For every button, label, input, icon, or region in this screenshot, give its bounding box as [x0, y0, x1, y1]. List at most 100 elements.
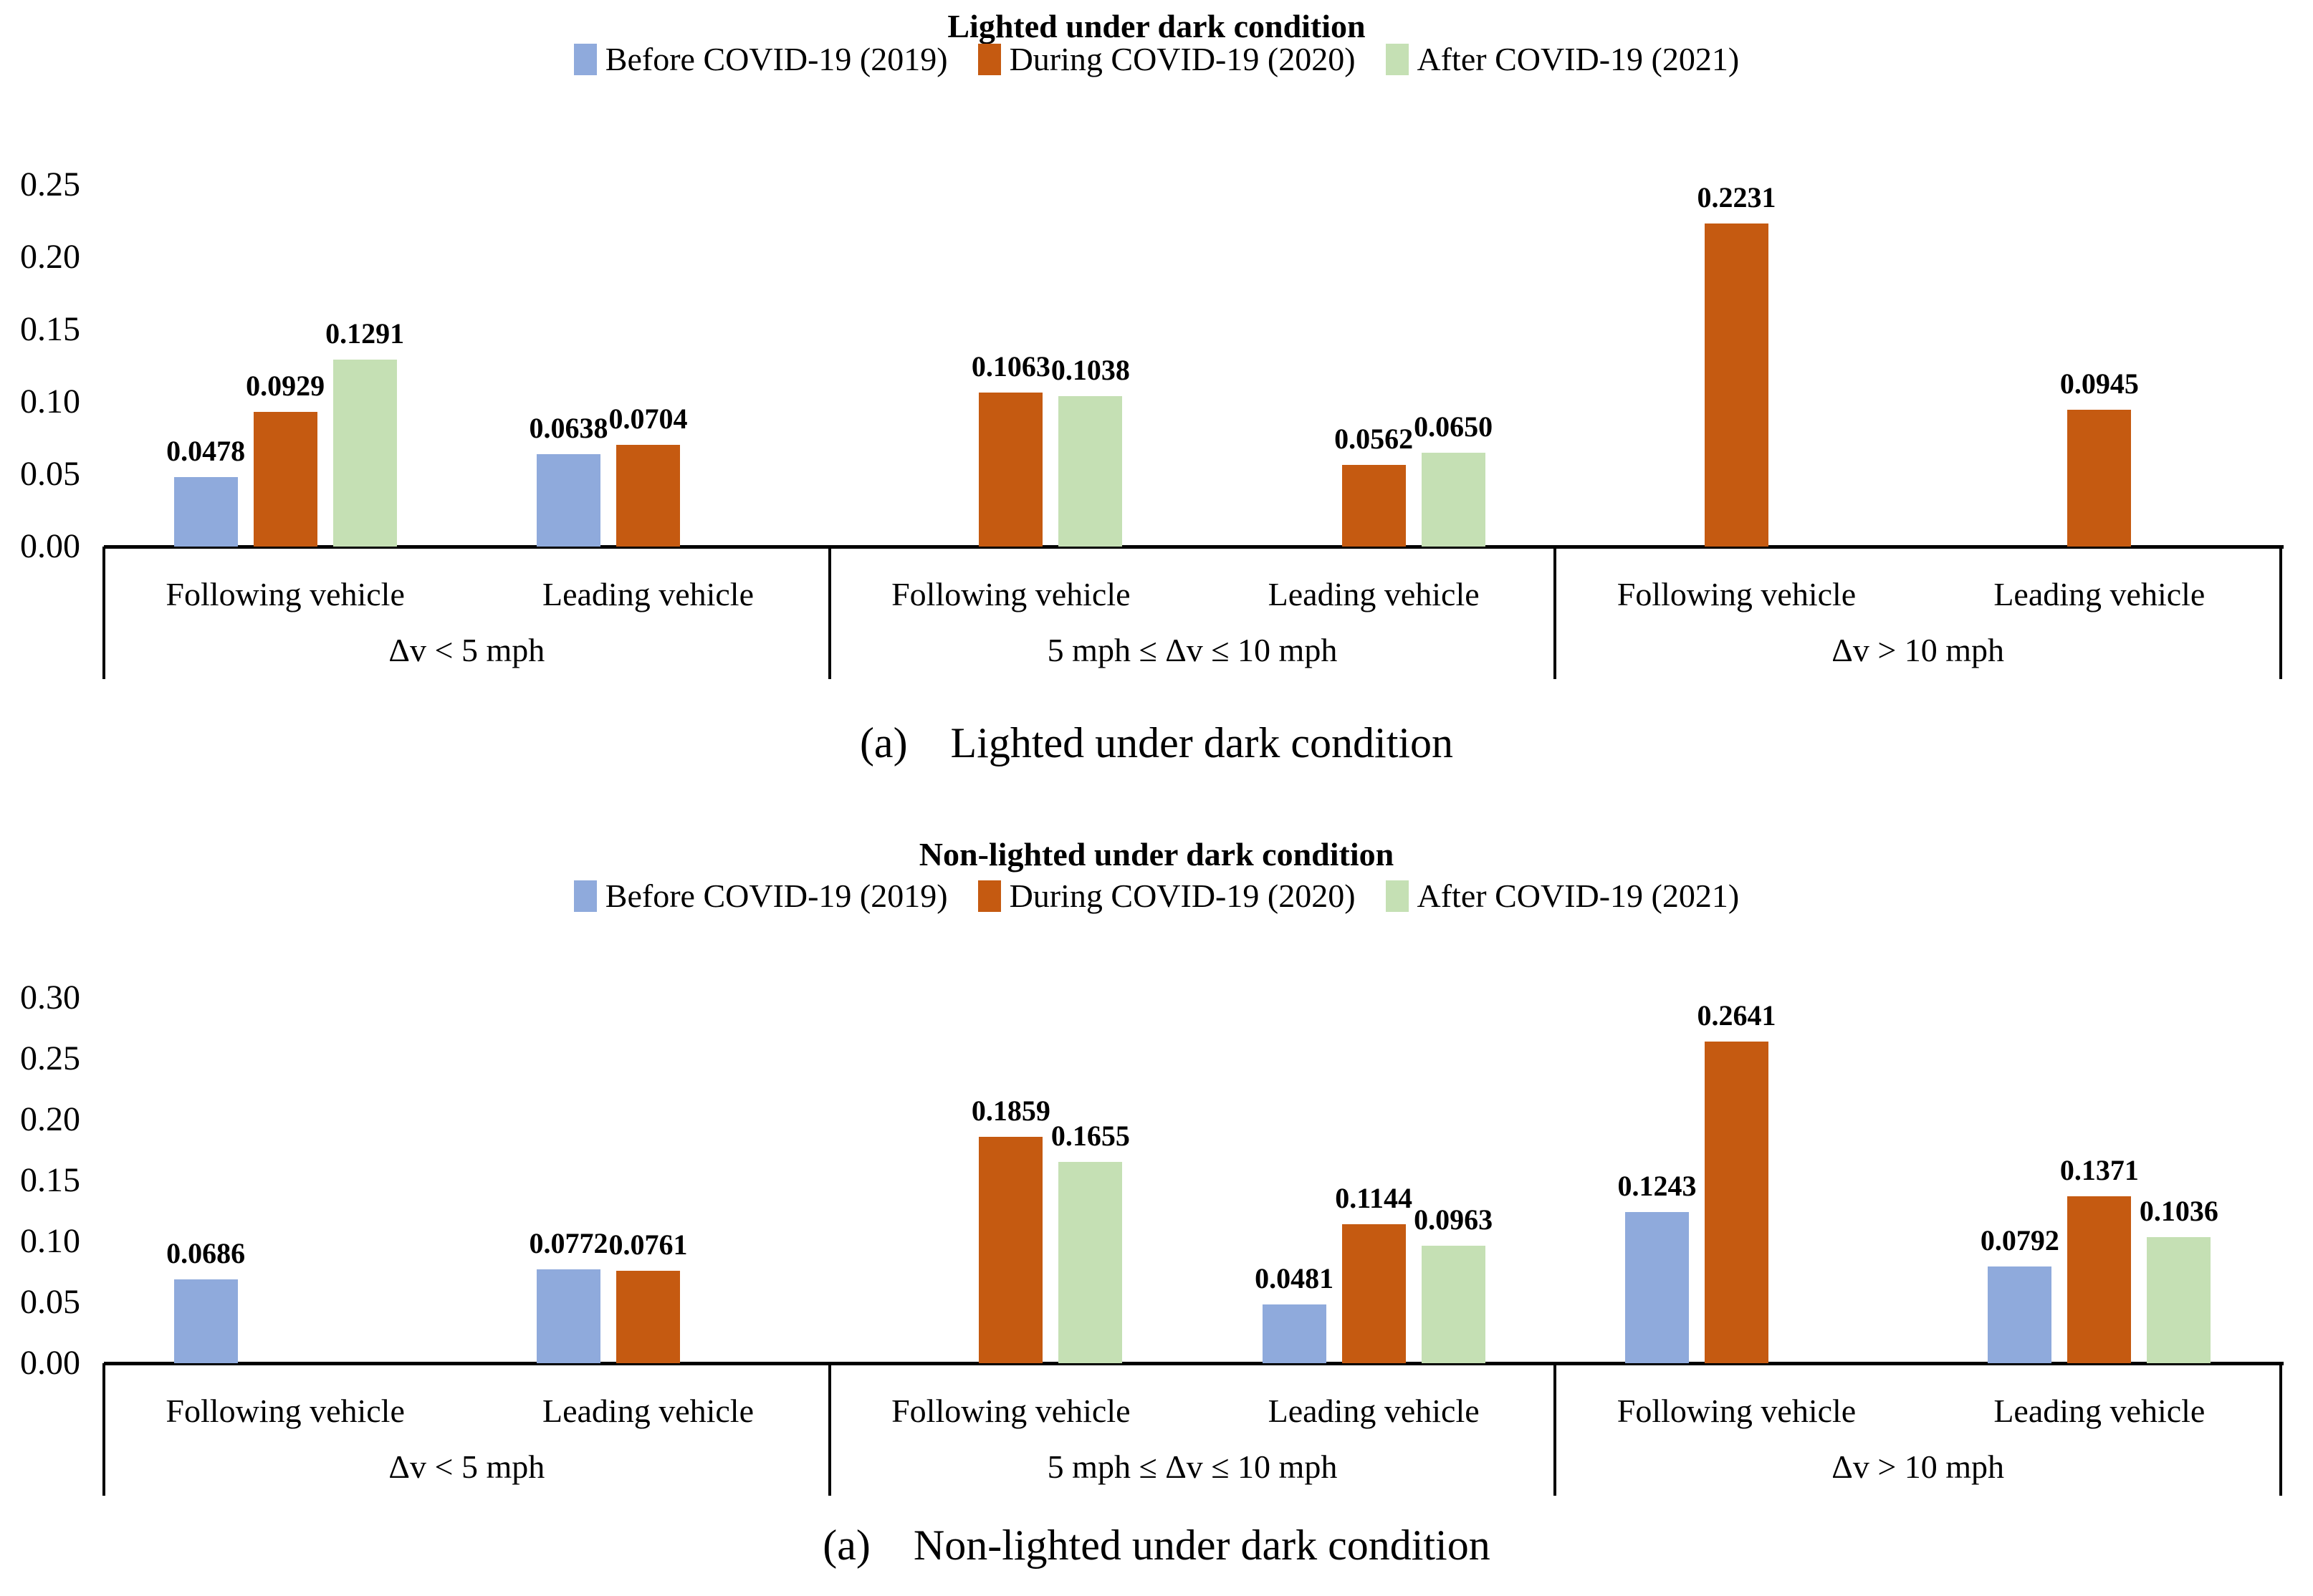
category-label-following-vehicle: Following vehicle	[166, 1393, 405, 1429]
legend-label: During COVID-19 (2020)	[1009, 41, 1356, 77]
y-tick-label: 0.25	[20, 165, 80, 203]
category-label-leading-vehicle: Leading vehicle	[1268, 576, 1480, 612]
x-axis-line	[104, 545, 2284, 549]
bar-value-label: 0.0562	[1334, 423, 1414, 456]
legend-swatch-after-covid-19-2021	[1385, 44, 1409, 75]
bar-before-covid-19-2019-following-vehicle-g1	[173, 477, 238, 547]
bar-value-label: 0.1243	[1617, 1169, 1697, 1202]
bar-before-covid-19-2019-leading-vehicle-g2	[1262, 1304, 1326, 1363]
y-tick-label: 0.30	[20, 979, 80, 1016]
legend: Before COVID-19 (2019) During COVID-19 (2…	[0, 42, 2313, 77]
bar-value-label: 0.1144	[1335, 1181, 1413, 1214]
bar-value-label: 0.0963	[1414, 1203, 1493, 1236]
legend-item-during-covid-19-2020: During COVID-19 (2020)	[977, 41, 1356, 77]
bar-value-label: 0.0686	[166, 1237, 246, 1270]
bar-value-label: 0.0638	[529, 412, 608, 445]
legend-swatch-before-covid-19-2019	[573, 880, 597, 912]
bar-before-covid-19-2019-leading-vehicle-g1	[537, 454, 600, 547]
bar-value-label: 0.1655	[1050, 1119, 1130, 1152]
category-label-leading-vehicle: Leading vehicle	[542, 576, 755, 612]
group-label-5-mph-v-10-mph: 5 mph ≤ Δv ≤ 10 mph	[1047, 1448, 1338, 1485]
bar-value-label: 0.0761	[608, 1228, 688, 1261]
legend-label: During COVID-19 (2020)	[1009, 878, 1356, 914]
bar-during-covid-19-2020-following-vehicle-g3	[1705, 223, 1768, 547]
bar-before-covid-19-2019-leading-vehicle-g1	[537, 1269, 600, 1363]
bar-value-label: 0.2231	[1697, 181, 1776, 214]
bar-during-covid-19-2020-following-vehicle-g2	[979, 1136, 1043, 1363]
bar-during-covid-19-2020-leading-vehicle-g1	[616, 1270, 680, 1363]
bar-value-label: 0.0945	[2059, 367, 2139, 400]
bar-after-covid-19-2021-leading-vehicle-g2	[1421, 1246, 1485, 1363]
bar-after-covid-19-2021-leading-vehicle-g2	[1421, 452, 1485, 547]
y-tick-label: 0.00	[20, 1344, 80, 1382]
legend-item-before-covid-19-2019: Before COVID-19 (2019)	[573, 41, 948, 77]
bar-value-label: 0.1859	[971, 1094, 1050, 1127]
legend-item-after-covid-19-2021: After COVID-19 (2021)	[1385, 878, 1739, 914]
y-tick-label: 0.05	[20, 455, 80, 493]
bar-value-label: 0.0929	[246, 370, 325, 403]
y-tick-label: 0.20	[20, 1100, 80, 1138]
bar-after-covid-19-2021-following-vehicle-g2	[1058, 396, 1123, 547]
legend-item-during-covid-19-2020: During COVID-19 (2020)	[977, 878, 1356, 914]
y-tick-label: 0.05	[20, 1283, 80, 1321]
bar-during-covid-19-2020-leading-vehicle-g3	[2067, 410, 2132, 547]
bar-value-label: 0.0650	[1414, 410, 1493, 443]
bar-value-label: 0.0772	[529, 1226, 608, 1259]
legend-swatch-before-covid-19-2019	[573, 44, 597, 75]
bar-value-label: 0.0704	[608, 402, 688, 435]
group-label-v-5-mph: Δv < 5 mph	[388, 632, 545, 668]
category-label-leading-vehicle: Leading vehicle	[542, 1393, 755, 1429]
axis-group-divider	[1553, 547, 1557, 679]
legend-swatch-after-covid-19-2021	[1385, 880, 1409, 912]
bar-value-label: 0.1036	[2139, 1194, 2218, 1227]
category-label-following-vehicle: Following vehicle	[1617, 1393, 1857, 1429]
category-label-following-vehicle: Following vehicle	[891, 1393, 1131, 1429]
category-label-following-vehicle: Following vehicle	[891, 576, 1131, 612]
bar-value-label: 0.1063	[971, 350, 1050, 383]
axis-group-divider	[1553, 1363, 1557, 1496]
bar-after-covid-19-2021-following-vehicle-g2	[1058, 1161, 1123, 1363]
bar-during-covid-19-2020-leading-vehicle-g3	[2067, 1196, 2132, 1363]
legend-swatch-during-covid-19-2020	[977, 880, 1001, 912]
chart-title-lighted: Lighted under dark condition	[947, 8, 1366, 44]
category-label-following-vehicle: Following vehicle	[166, 576, 405, 612]
bar-value-label: 0.1291	[325, 317, 405, 350]
y-tick-label: 0.10	[20, 383, 80, 420]
y-tick-label: 0.20	[20, 238, 80, 276]
y-tick-label: 0.15	[20, 310, 80, 348]
axis-group-divider	[828, 1363, 831, 1496]
chart-title-non-lighted: Non-lighted under dark condition	[919, 836, 1394, 872]
bar-before-covid-19-2019-leading-vehicle-g3	[1988, 1266, 2052, 1363]
axis-right-border	[2279, 547, 2282, 679]
bar-value-label: 0.1371	[2059, 1153, 2139, 1186]
legend-label: Before COVID-19 (2019)	[605, 41, 948, 77]
legend: Before COVID-19 (2019) During COVID-19 (2…	[0, 878, 2313, 914]
bar-after-covid-19-2021-following-vehicle-g1	[332, 360, 397, 547]
y-tick-label: 0.15	[20, 1161, 80, 1199]
bar-value-label: 0.0481	[1255, 1262, 1334, 1295]
axis-left-border	[102, 1363, 105, 1496]
category-label-leading-vehicle: Leading vehicle	[1993, 576, 2206, 612]
legend-item-after-covid-19-2021: After COVID-19 (2021)	[1385, 41, 1740, 77]
y-tick-label: 0.25	[20, 1039, 80, 1077]
bar-before-covid-19-2019-following-vehicle-g3	[1625, 1211, 1689, 1363]
bar-during-covid-19-2020-following-vehicle-g2	[979, 393, 1043, 547]
category-label-leading-vehicle: Leading vehicle	[1268, 1393, 1480, 1429]
y-tick-label: 0.00	[20, 527, 80, 565]
axis-left-border	[102, 547, 105, 679]
y-tick-label: 0.10	[20, 1222, 80, 1260]
legend-swatch-during-covid-19-2020	[977, 44, 1001, 75]
bar-during-covid-19-2020-leading-vehicle-g2	[1341, 465, 1406, 547]
axis-group-divider	[828, 547, 831, 679]
group-label-v-10-mph: Δv > 10 mph	[1831, 632, 2005, 668]
group-label-5-mph-v-10-mph: 5 mph ≤ Δv ≤ 10 mph	[1047, 632, 1338, 668]
bar-value-label: 0.0792	[1980, 1224, 2059, 1257]
legend-label: Before COVID-19 (2019)	[605, 878, 948, 914]
category-label-leading-vehicle: Leading vehicle	[1993, 1393, 2206, 1429]
legend-label: After COVID-19 (2021)	[1417, 41, 1740, 77]
caption-non-lighted: (a) Non-lighted under dark condition	[823, 1522, 1490, 1569]
bar-before-covid-19-2019-following-vehicle-g1	[173, 1279, 238, 1363]
